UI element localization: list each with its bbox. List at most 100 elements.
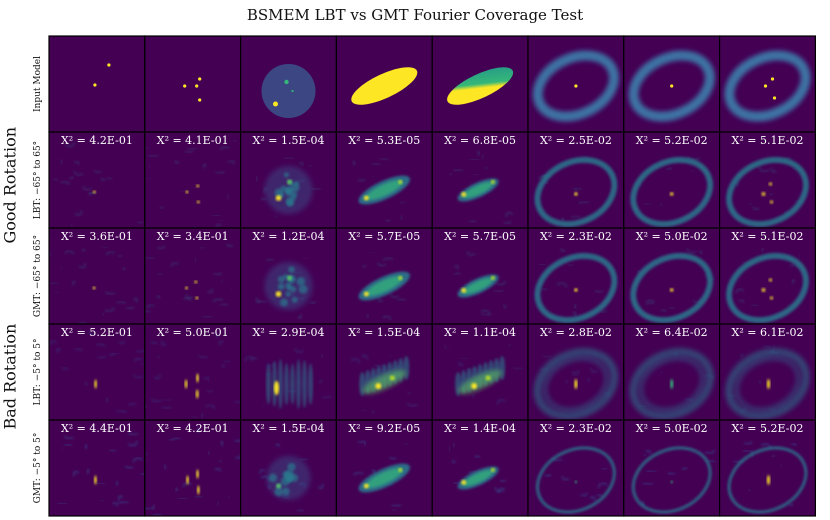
reconstructed-ring [533,347,619,420]
artifact-squiggle [791,279,796,285]
artifact-squiggle [458,361,464,367]
reconstructed-ellipse-core [366,276,403,296]
panel-content [623,228,720,324]
chi2-label: X² = 3.4E-01 [157,230,229,243]
disk-speckle [285,291,292,297]
artifact-squiggle [70,251,75,255]
artifact-squiggle [645,299,655,305]
artifact-squiggle [497,487,506,494]
reconstructed-point [275,195,282,201]
artifact-squiggle [160,340,167,346]
artifact-squiggle [780,464,782,467]
panel-content [623,324,720,420]
artifact-squiggle [474,454,481,458]
panel-content [336,228,433,324]
chi2-label: X² = 2.8E-02 [540,326,612,339]
chi2-label: X² = 5.2E-01 [61,326,133,339]
artifact-squiggle [665,167,673,170]
artifact-squiggle [183,297,192,302]
panel-r0-c5 [527,35,625,133]
reconstructed-point [275,291,282,297]
artifact-squiggle [294,348,304,353]
panel-content [144,132,241,228]
model-point [107,63,111,67]
artifact-squiggle [73,170,84,176]
reconstructed-point [196,469,199,479]
reconstructed-peak [490,468,495,472]
artifact-squiggle [212,298,224,303]
artifact-squiggle [560,247,566,253]
artifact-squiggle [496,399,506,405]
chi2-label: X² = 5.3E-05 [348,134,420,147]
disk-streak [290,363,295,405]
panel-r1-c1: X² = 4.1E-01 [144,131,242,229]
panel-border [718,419,816,517]
artifact-squiggle [735,288,744,294]
artifact-squiggle [382,315,392,321]
panel-content [240,228,337,324]
artifact-squiggle [233,400,241,404]
artifact-squiggle [200,246,205,249]
panel-background [432,132,528,228]
model-point [273,101,278,107]
disk-speckle [285,188,294,197]
panel-content [719,36,816,132]
artifact-squiggle [250,357,258,362]
artifact-squiggle [596,493,603,497]
artifact-squiggle [195,495,203,498]
artifact-squiggle [88,192,97,196]
artifact-squiggle [135,349,145,353]
chi2-label: X² = 5.0E-02 [636,230,708,243]
panel-content [49,420,145,516]
artifact-squiggle [484,166,488,170]
disk-speckle [296,277,306,286]
reconstructed-point [769,182,772,186]
artifact-squiggle [744,441,753,445]
artifact-squiggle [274,215,278,218]
panel-content [49,132,145,228]
artifact-squiggle [118,254,123,258]
artifact-squiggle [266,258,275,262]
artifact-squiggle [371,163,381,166]
artifact-squiggle [648,301,655,305]
artifact-squiggle [207,451,210,455]
artifact-squiggle [122,267,126,271]
reconstructed-point [761,192,766,196]
chi2-label: X² = 6.4E-02 [636,326,708,339]
panel-background [144,228,241,324]
artifact-squiggle [185,150,194,153]
artifact-squiggle [571,369,580,376]
chi2-label: X² = 2.3E-02 [540,230,612,243]
artifact-squiggle [453,168,463,172]
model-point [574,84,578,88]
panel-content [240,420,337,516]
artifact-squiggle [69,176,74,180]
artifact-squiggle [198,355,208,359]
panel-content [528,36,624,132]
reconstructed-point [761,288,766,292]
artifact-squiggle [366,314,369,319]
model-ellipse [447,67,514,105]
artifact-squiggle [556,282,568,288]
artifact-squiggle [49,282,58,285]
artifact-squiggle [761,247,764,252]
artifact-squiggle [228,495,230,498]
artifact-squiggle [452,443,455,448]
artifact-squiggle [758,380,762,384]
disk-speckle [285,196,295,206]
artifact-squiggle [220,146,230,151]
artifact-squiggle [444,345,447,349]
chi2-label: X² = 6.1E-02 [732,326,804,339]
panel-r4-c4: X² = 1.4E-04 [431,419,529,517]
reconstructed-peak [490,276,495,280]
artifact-squiggle [471,394,475,398]
panel-r2-c6: X² = 5.0E-02 [623,227,721,325]
artifact-squiggle [262,404,265,407]
artifact-squiggle [157,355,160,359]
artifact-squiggle [182,482,192,488]
panel-r2-c7: X² = 5.1E-02 [718,227,816,325]
artifact-squiggle [595,289,603,294]
artifact-squiggle [660,203,663,207]
reconstructed-point [184,379,188,389]
artifact-squiggle [233,140,237,142]
